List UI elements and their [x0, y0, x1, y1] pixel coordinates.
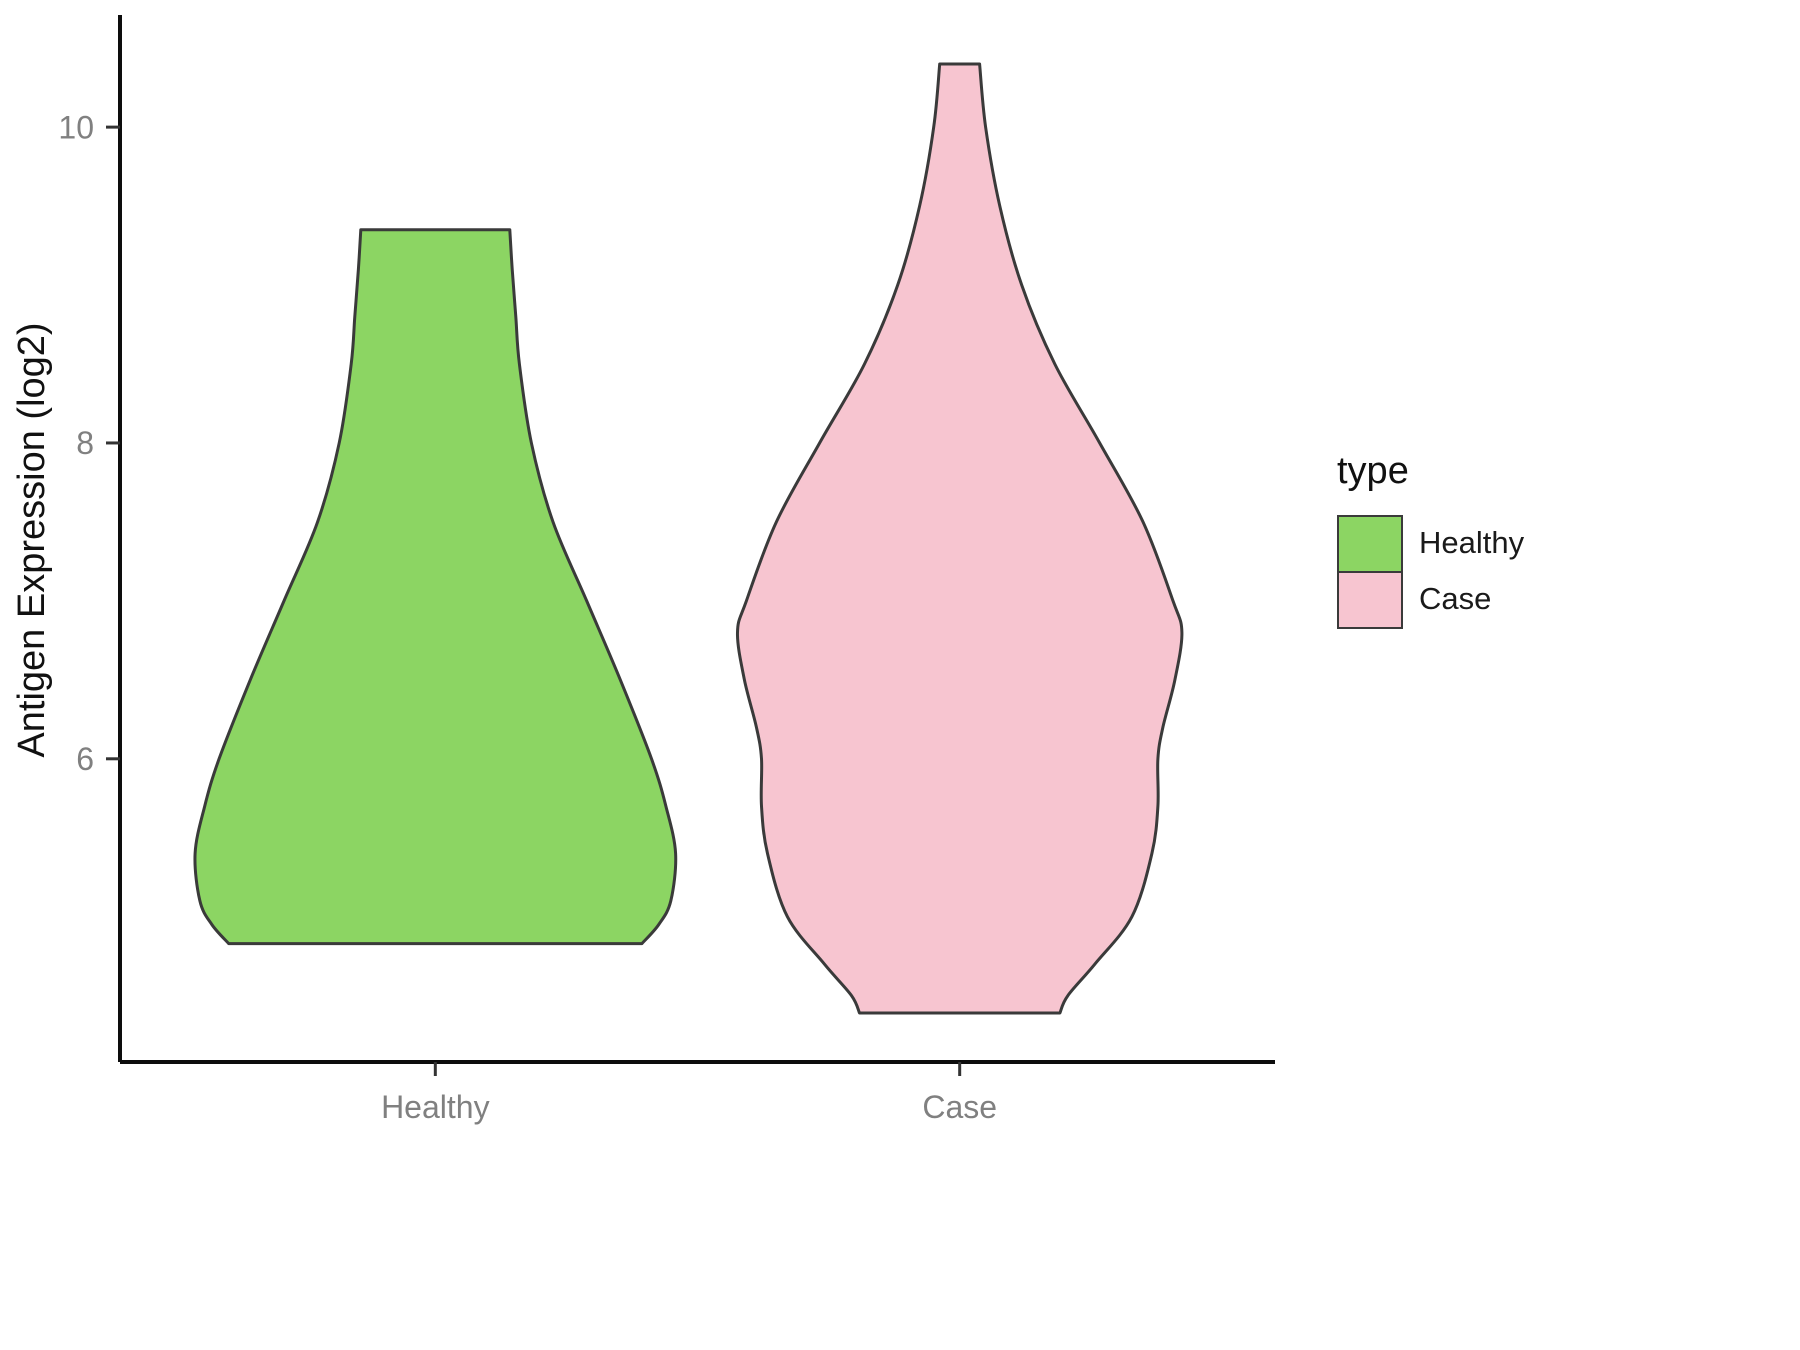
legend-swatch-case [1337, 571, 1403, 629]
legend-entry-case: Case [1337, 571, 1524, 629]
y-axis-title: Antigen Expression (log2) [11, 322, 53, 757]
legend-swatch-healthy [1337, 515, 1403, 573]
y-tick-label: 8 [76, 425, 94, 461]
x-tick-label: Healthy [381, 1089, 490, 1125]
y-tick-label: 10 [58, 109, 94, 145]
violin-case [735, 62, 1184, 1015]
legend-label-healthy: Healthy [1419, 525, 1525, 560]
axes-group: 6 8 10 Healthy Case [58, 15, 1275, 1125]
legend: type Healthy Case [1337, 450, 1525, 629]
legend-title: type [1337, 450, 1409, 492]
violin-healthy [193, 228, 678, 946]
legend-entry-healthy: Healthy [1337, 515, 1525, 573]
legend-label-case: Case [1419, 581, 1492, 616]
y-tick-label: 6 [76, 741, 94, 777]
x-tick-label: Case [922, 1089, 997, 1125]
violins-group [193, 62, 1184, 1015]
